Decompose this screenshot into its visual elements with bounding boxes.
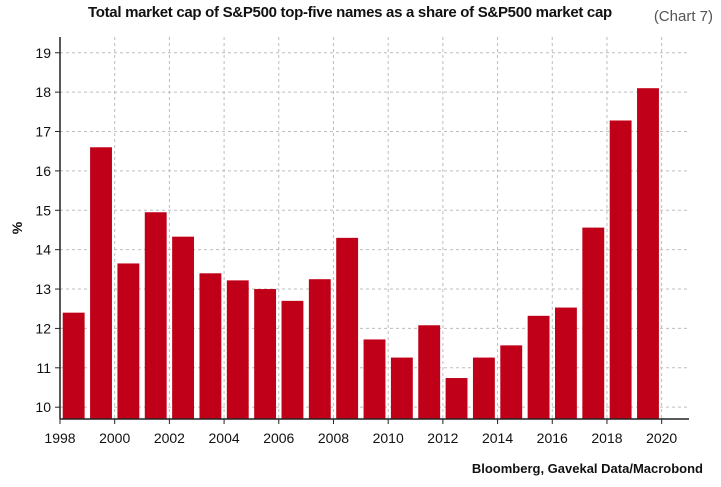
bar-2011 bbox=[418, 325, 441, 419]
y-axis-label: % bbox=[9, 221, 25, 234]
bar-2005 bbox=[254, 289, 277, 419]
axes bbox=[55, 37, 689, 424]
tick-labels: 10 11 12 13 14 15 16 17 18 19 1998 2000 2002 2004 2006… bbox=[35, 45, 677, 446]
bar-2003 bbox=[199, 273, 222, 419]
bar-2001 bbox=[144, 212, 167, 419]
bar-1998 bbox=[62, 312, 85, 419]
chart-number: (Chart 7) bbox=[653, 8, 713, 25]
bar-2013 bbox=[472, 357, 495, 419]
bar-2010 bbox=[390, 357, 413, 419]
x-tick-label: 2010 bbox=[373, 430, 404, 446]
y-tick-label: 15 bbox=[35, 202, 51, 218]
bar-2008 bbox=[336, 237, 359, 419]
bar-2016 bbox=[554, 307, 577, 419]
y-tick-label: 12 bbox=[35, 320, 51, 336]
bar-2002 bbox=[172, 236, 195, 419]
x-tick-label: 2014 bbox=[482, 430, 513, 446]
bar-2019 bbox=[637, 88, 659, 420]
bars bbox=[62, 88, 659, 420]
y-tick-label: 19 bbox=[35, 45, 51, 61]
bar-2014 bbox=[500, 345, 523, 419]
x-tick-label: 2000 bbox=[99, 430, 130, 446]
y-tick-label: 10 bbox=[35, 399, 51, 415]
x-tick-label: 2002 bbox=[154, 430, 185, 446]
y-tick-label: 16 bbox=[35, 163, 51, 179]
bar-2015 bbox=[527, 315, 550, 419]
y-tick-label: 14 bbox=[35, 242, 51, 258]
source-note: Bloomberg, Gavekal Data/Macrobond bbox=[471, 461, 703, 476]
x-tick-label: 2006 bbox=[263, 430, 294, 446]
bar-2006 bbox=[281, 300, 304, 419]
bar-2000 bbox=[117, 263, 140, 419]
chart-title: Total market cap of S&P500 top-five name… bbox=[88, 4, 612, 21]
x-tick-label: 2020 bbox=[646, 430, 677, 446]
x-tick-label: 2018 bbox=[591, 430, 622, 446]
x-tick-label: 2012 bbox=[427, 430, 458, 446]
bar-2012 bbox=[445, 378, 468, 419]
bar-2009 bbox=[363, 339, 386, 419]
x-tick-label: 2016 bbox=[537, 430, 568, 446]
y-tick-label: 18 bbox=[35, 84, 51, 100]
bar-2004 bbox=[226, 280, 249, 419]
y-tick-label: 11 bbox=[36, 360, 51, 376]
x-tick-label: 2008 bbox=[318, 430, 349, 446]
bar-2018 bbox=[609, 120, 632, 420]
y-tick-label: 13 bbox=[35, 281, 51, 297]
x-tick-label: 1998 bbox=[44, 430, 75, 446]
y-tick-label: 17 bbox=[35, 124, 51, 140]
bar-2017 bbox=[582, 227, 605, 419]
x-tick-label: 2004 bbox=[209, 430, 240, 446]
bar-2007 bbox=[308, 279, 331, 419]
bar-1999 bbox=[90, 147, 112, 419]
